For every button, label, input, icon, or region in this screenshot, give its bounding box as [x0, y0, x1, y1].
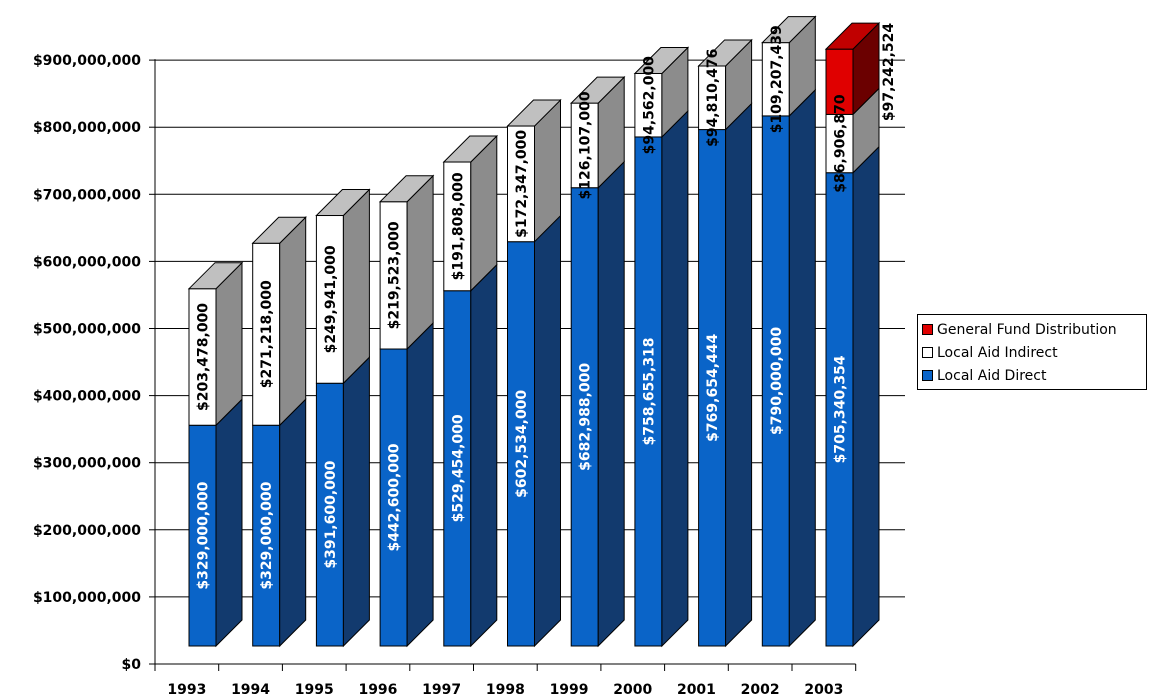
y-tick-label: $200,000,000	[33, 523, 141, 539]
bar-top	[251, 216, 307, 244]
data-label: $219,523,000	[387, 221, 403, 329]
x-tick-label: 1999	[550, 682, 589, 698]
data-label: $602,534,000	[514, 390, 530, 498]
x-tick-label: 1998	[486, 682, 525, 698]
y-tick-label: $100,000,000	[33, 590, 141, 606]
x-tick-label: 2002	[741, 682, 780, 698]
bar-top	[697, 39, 753, 67]
bar-side	[279, 398, 307, 648]
bar-top	[378, 175, 435, 203]
data-label: $790,000,000	[769, 327, 785, 435]
data-label: $769,654,444	[705, 334, 721, 442]
bar-front	[315, 215, 344, 384]
legend: General Fund Distribution Local Aid Indi…	[917, 314, 1147, 390]
axes: $0 $100,000,000 $200,000,000 $300,000,000 $4…	[33, 53, 857, 698]
bar-side	[406, 174, 434, 351]
bar-side	[342, 356, 370, 648]
legend-swatch	[922, 324, 933, 335]
legend-label: Local Aid Indirect	[937, 344, 1058, 361]
bar-front	[379, 348, 408, 647]
data-label: $705,340,354	[833, 355, 849, 463]
x-tick-label: 1995	[295, 682, 334, 698]
y-tick-label: $600,000,000	[33, 254, 141, 270]
data-label: $191,808,000	[450, 172, 466, 280]
y-tick-label: $0	[122, 657, 142, 673]
bar-top	[442, 135, 499, 163]
bar-side	[470, 263, 498, 648]
y-tick-label: $400,000,000	[33, 389, 141, 405]
data-label: $97,242,524	[881, 23, 897, 122]
data-label: $329,000,000	[259, 481, 275, 589]
bar-top	[569, 76, 626, 104]
bar-side	[279, 216, 307, 427]
bar-top	[761, 16, 817, 44]
x-tick-label: 2001	[677, 682, 716, 698]
bar-side	[215, 398, 243, 648]
bar-side	[597, 160, 625, 648]
data-label: $391,600,000	[323, 460, 339, 568]
bar-front	[507, 125, 535, 243]
bar-front	[379, 201, 408, 350]
legend-swatch	[922, 347, 933, 358]
bar-series	[187, 15, 881, 648]
data-label: $249,941,000	[323, 245, 339, 353]
x-tick-label: 2000	[613, 682, 652, 698]
bar-top	[187, 262, 244, 290]
bar-side	[470, 134, 498, 292]
bar-side	[215, 261, 243, 427]
bar-side	[788, 88, 816, 648]
bar-side	[852, 145, 880, 648]
bar-front	[761, 42, 790, 117]
data-label: $86,906,870	[833, 94, 849, 193]
bar-top	[824, 22, 881, 50]
x-tick-label: 1994	[231, 682, 270, 698]
data-label: $442,600,000	[387, 443, 403, 551]
legend-label: General Fund Distribution	[937, 321, 1117, 338]
data-label: $172,347,000	[514, 130, 530, 238]
legend-swatch	[922, 370, 933, 381]
bar-front	[188, 288, 217, 426]
x-tick-label: 1997	[422, 682, 461, 698]
bar-top	[506, 99, 562, 127]
y-tick-label: $900,000,000	[33, 53, 141, 69]
data-label: $329,000,000	[196, 481, 212, 589]
bar-top	[633, 46, 690, 74]
y-tick-label: $700,000,000	[33, 187, 141, 203]
data-label: $271,218,000	[259, 280, 275, 388]
x-tick-label: 2003	[804, 682, 843, 698]
bar-side	[661, 109, 689, 648]
bar-front	[252, 242, 281, 426]
data-label: $203,478,000	[196, 303, 212, 411]
bar-front	[825, 113, 854, 174]
y-tick-label: $800,000,000	[33, 120, 141, 136]
data-label: $682,988,000	[578, 363, 594, 471]
bar-side	[342, 188, 370, 385]
bar-side	[534, 214, 561, 648]
x-tick-label: 1993	[167, 682, 206, 698]
data-label: $126,107,000	[578, 91, 594, 199]
bar-front	[634, 136, 663, 647]
bar-front	[570, 102, 599, 189]
bar-side	[725, 102, 753, 648]
data-labels: $329,000,000 $203,478,000 $329,000,000 $271…	[196, 23, 898, 590]
legend-item-indirect: Local Aid Indirect	[922, 341, 1142, 364]
bar-side	[406, 321, 434, 648]
y-tick-label: $500,000,000	[33, 322, 141, 338]
y-tick-label: $300,000,000	[33, 456, 141, 472]
legend-item-direct: Local Aid Direct	[922, 364, 1142, 387]
bar-top	[315, 189, 371, 217]
data-label: $529,454,000	[450, 414, 466, 522]
data-label: $94,562,000	[641, 56, 657, 155]
legend-label: Local Aid Direct	[937, 367, 1047, 384]
bar-front	[507, 241, 535, 647]
data-label: $758,655,318	[641, 337, 657, 445]
data-label: $94,810,476	[705, 49, 721, 147]
legend-item-general-fund: General Fund Distribution	[922, 318, 1142, 341]
x-tick-label: 1996	[358, 682, 397, 698]
data-label: $109,207,439	[769, 25, 785, 133]
